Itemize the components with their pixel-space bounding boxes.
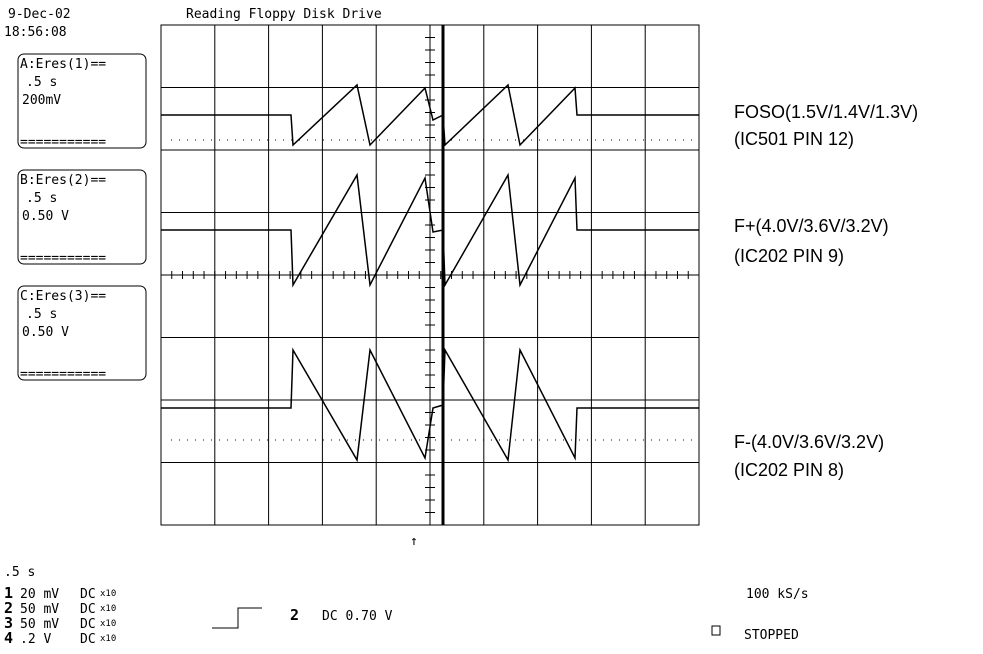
input-scale: 50 mV [20,602,59,617]
date: 9-Dec-02 [8,7,71,22]
traces [161,83,699,463]
annotations: FOSO(1.5V/1.4V/1.3V) (IC501 PIN 12) F+(4.0… [734,102,918,480]
input-coupling: DC [80,617,96,632]
time: 18:56:08 [4,25,67,40]
input-channel: 2 [4,599,13,617]
trace-c [161,347,699,463]
input-coupling: DC [80,587,96,602]
sample-rate: 100 kS/s [746,587,809,602]
title: Reading Floppy Disk Drive [186,7,382,22]
channel-rule: =========== [20,251,106,266]
channel-box [17,169,147,265]
channel-scale: 0.50 V [22,209,69,224]
input-coupling: DC [80,632,96,647]
channel-box [17,285,147,381]
input-channel: 3 [4,614,13,632]
channel-scale: 200mV [22,93,61,108]
annotation-line1: FOSO(1.5V/1.4V/1.3V) [734,102,918,122]
channel-label: A:Eres(1)== [20,57,106,72]
input-coupling: DC [80,602,96,617]
channel-time: .5 s [26,191,57,206]
channel-label: B:Eres(2)== [20,173,106,188]
annotation-line2: (IC501 PIN 12) [734,129,854,149]
input-scale: 20 mV [20,587,59,602]
status-box [711,625,721,636]
annotation-line1: F-(4.0V/3.6V/3.2V) [734,432,884,452]
annotation-line2: (IC202 PIN 8) [734,460,844,480]
input-probe: x10 [100,634,116,644]
channel-label: C:Eres(3)== [20,289,106,304]
channel-box [17,53,147,149]
trigger-level: DC 0.70 V [322,609,393,624]
channel-time: .5 s [26,75,57,90]
channel-boxes: A:Eres(1)== .5 s 200mV =========== B:Eres(2)… [17,53,147,382]
trigger-edge [212,607,262,629]
status: STOPPED [744,628,799,643]
graticule [160,24,700,526]
trace-a [161,83,699,147]
timebase: .5 s [4,565,35,580]
annotation-line2: (IC202 PIN 9) [734,246,844,266]
trigger-channel: 2 [290,606,299,624]
inputs: 1 20 mV DC x10 2 50 mV DC x10 3 50 mV DC x10 4 .2 V DC… [4,584,116,647]
channel-rule: =========== [20,135,106,150]
trace-b [161,172,699,288]
input-probe: x10 [100,589,116,599]
input-probe: x10 [100,604,116,614]
annotation-line1: F+(4.0V/3.6V/3.2V) [734,216,889,236]
input-channel: 4 [4,629,13,647]
channel-time: .5 s [26,307,57,322]
input-channel: 1 [4,584,13,602]
input-scale: .2 V [20,632,51,647]
input-scale: 50 mV [20,617,59,632]
channel-scale: 0.50 V [22,325,69,340]
trigger-arrow: ↑ [410,534,418,549]
channel-rule: =========== [20,367,106,382]
input-probe: x10 [100,619,116,629]
